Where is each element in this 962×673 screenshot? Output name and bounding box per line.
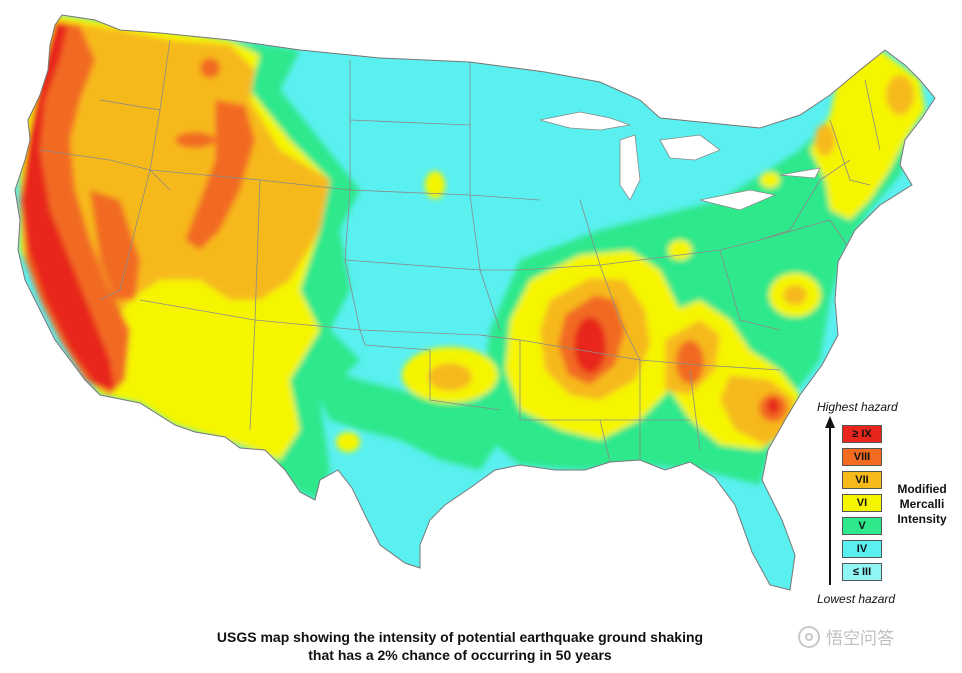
zone-ix-coast [22,22,115,390]
zone-viii-id [200,58,220,78]
great-lakes [539,111,821,211]
zone-vi-nd [425,171,445,199]
legend-title-line: Mercalli [899,497,945,511]
zone-vii-dc [783,285,807,305]
legend-v: V [842,517,882,535]
legend-viii: VIII [842,448,882,466]
zone-vi-oh [668,240,692,260]
zone-viii-wasatch [185,100,255,250]
watermark-text: 悟空问答 [826,629,894,649]
zone-viii-mt [175,132,215,148]
zone-viii-tn [676,340,704,384]
caption-line-1: USGS map showing the intensity of potent… [216,629,704,645]
watermark-logo-icon [798,625,820,648]
zone-vii-sc [720,375,795,445]
legend-iii: ≤ III [842,563,882,581]
zone-vi-tx [336,432,360,452]
legend-title: Modified Mercalli Intensity [888,482,956,527]
zone-vii-ny [815,124,835,156]
map-caption: USGS map showing the intensity of potent… [150,628,770,664]
zone-vi-mi [760,172,780,188]
caption-line-2: that has a 2% chance of occurring in 50 … [308,647,612,663]
lowest-hazard-label: Lowest hazard [817,592,896,606]
legend-vii: VII [842,471,882,489]
zone-vii-ok [428,363,472,391]
zone-ix-sc [767,398,779,414]
highest-hazard-label: Highest hazard [817,400,898,414]
zone-viii-nev [90,190,140,300]
legend-title-line: Modified [897,482,947,496]
zone-vii-me [886,75,914,115]
legend-vi: VI [842,494,882,512]
legend-ix: ≥ IX [842,425,882,443]
legend-iv: IV [842,540,882,558]
state-borders [39,39,881,463]
zone-ix-nmad [574,317,606,373]
zone-vii-west [25,20,330,350]
hazard-arrow [825,416,835,585]
legend-title-line: Intensity [897,512,947,526]
zone-v-tx [300,360,500,470]
watermark: 悟空问答 [798,624,894,649]
